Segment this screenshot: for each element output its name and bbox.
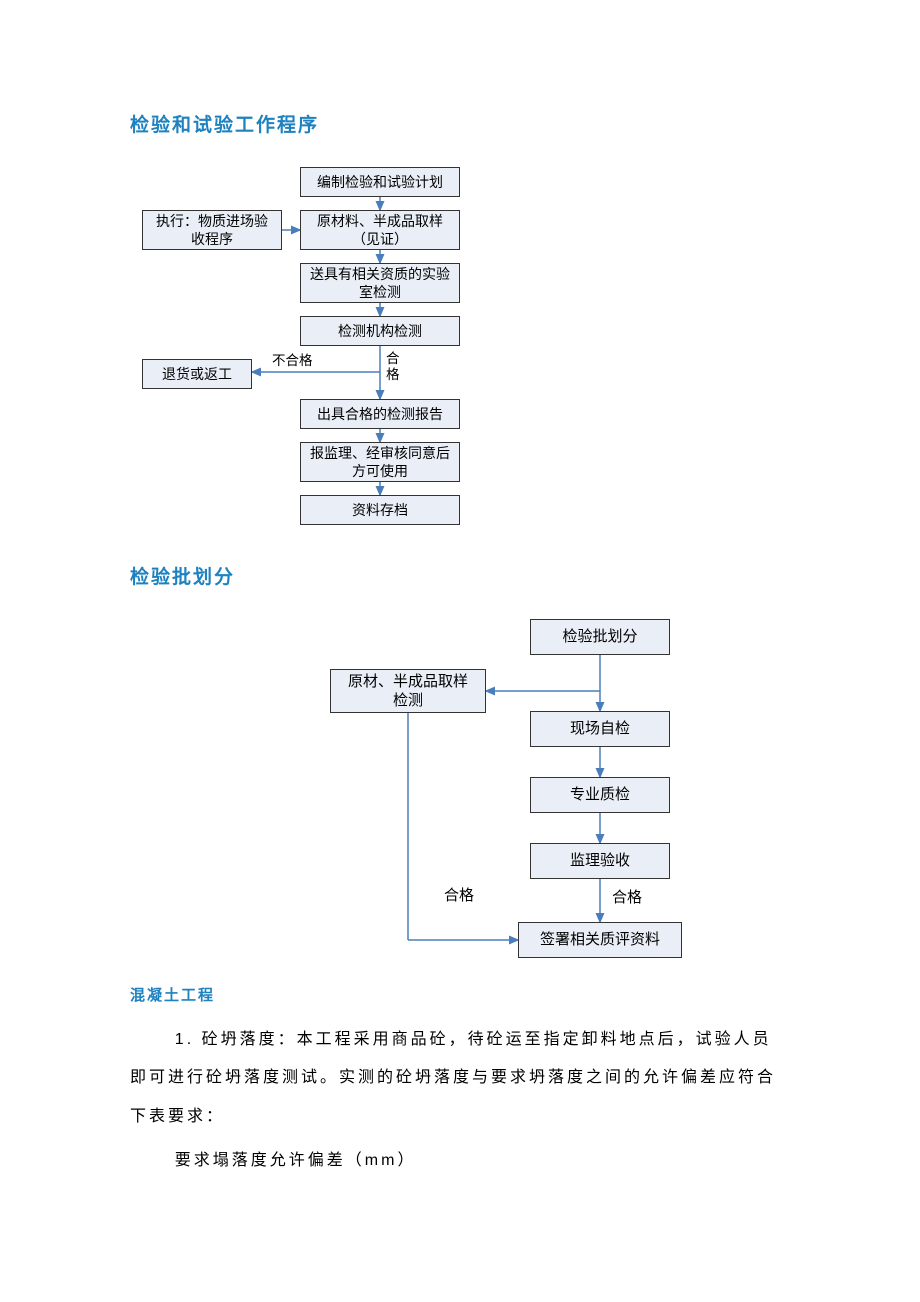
node-report: 出具合格的检测报告 [300, 399, 460, 429]
node-proqc: 专业质检 [530, 777, 670, 813]
section3-para1: 1. 砼坍落度：本工程采用商品砼，待砼运至指定卸料地点后，试验人员即可进行砼坍落… [130, 1021, 790, 1136]
node-supacc: 监理验收 [530, 843, 670, 879]
node-supervise: 报监理、经审核同意后 方可使用 [300, 442, 460, 482]
section2-heading: 检验批划分 [130, 562, 790, 589]
node-return: 退货或返工 [142, 359, 252, 389]
label-fail: 不合格 [272, 353, 313, 369]
node-plan: 编制检验和试验计划 [300, 167, 460, 197]
node-selfchk: 现场自检 [530, 711, 670, 747]
label-pass-left: 合格 [444, 887, 474, 905]
node-inspect: 检测机构检测 [300, 316, 460, 346]
node-batch: 检验批划分 [530, 619, 670, 655]
section3-para2: 要求塌落度允许偏差（mm） [175, 1142, 790, 1180]
section3-heading: 混凝土工程 [130, 984, 790, 1005]
flowchart-2: 检验批划分 现场自检 专业质检 监理验收 签署相关质评资料 原材、半成品取样 检… [230, 619, 690, 964]
node-sign: 签署相关质评资料 [518, 922, 682, 958]
label-pass-right: 合格 [612, 889, 642, 907]
node-sampling: 原材料、半成品取样 （见证） [300, 210, 460, 250]
label-pass: 合 格 [386, 351, 400, 383]
node-send-lab: 送具有相关资质的实验 室检测 [300, 263, 460, 303]
flowchart-1: 编制检验和试验计划 原材料、半成品取样 （见证） 送具有相关资质的实验 室检测 … [142, 167, 602, 532]
node-archive: 资料存档 [300, 495, 460, 525]
node-rawsamp: 原材、半成品取样 检测 [330, 669, 486, 713]
node-exec-accept: 执行：物质进场验 收程序 [142, 210, 282, 250]
section1-heading: 检验和试验工作程序 [130, 110, 790, 137]
